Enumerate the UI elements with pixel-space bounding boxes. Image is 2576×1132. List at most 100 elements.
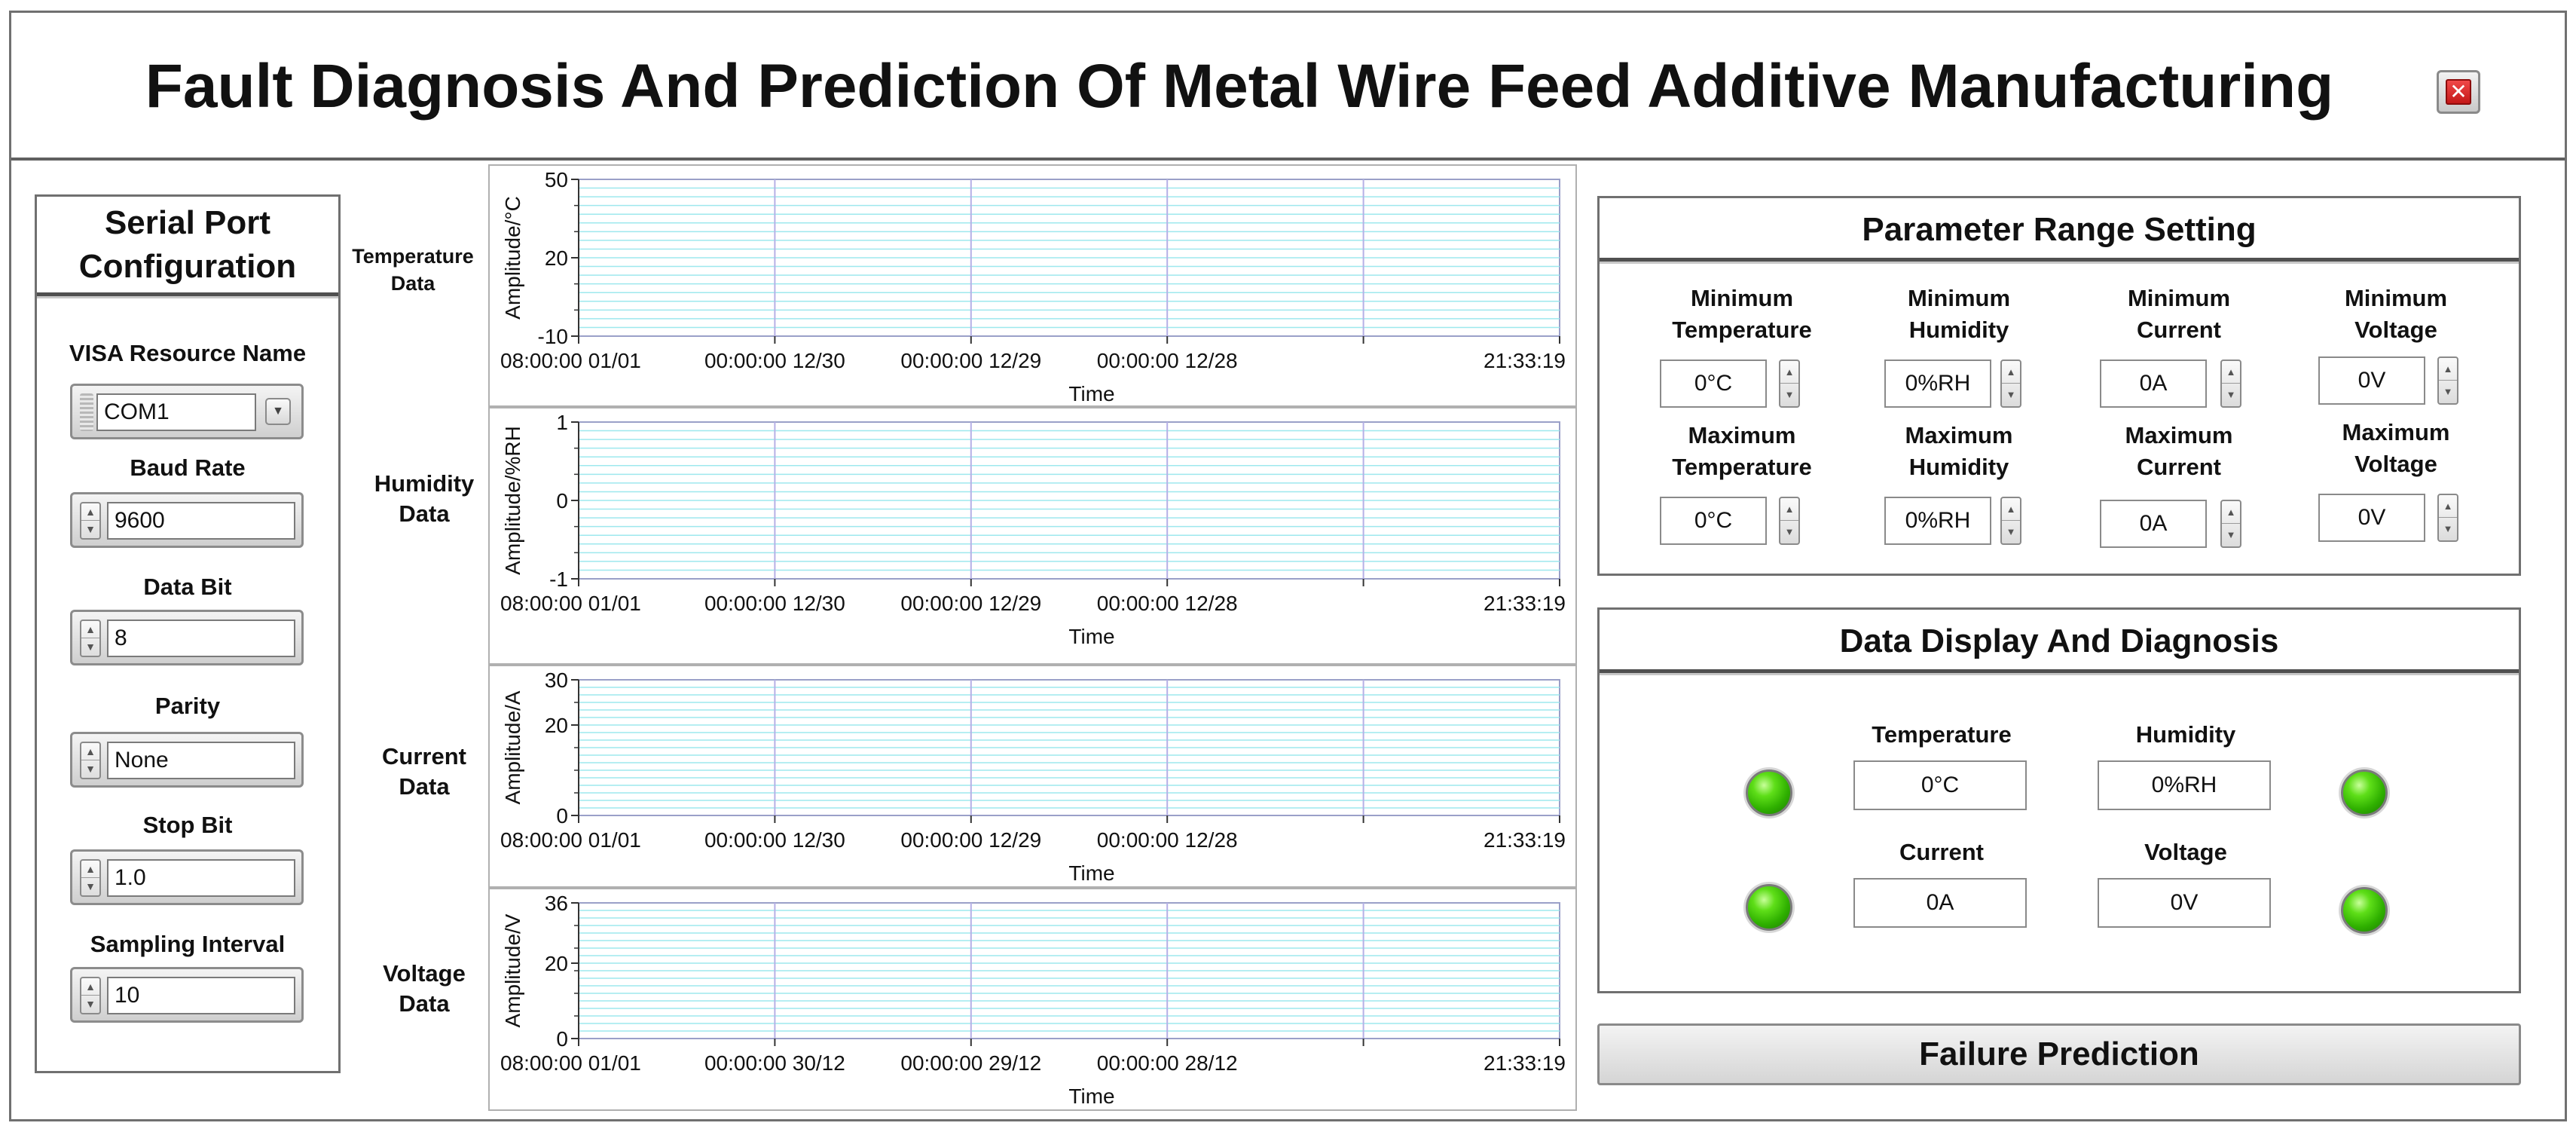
y-axis-title: Amplitude/A (501, 690, 524, 804)
max-humidity-stepper[interactable]: ▲ ▼ (2000, 497, 2021, 545)
temperature-chart-label: Temperature Data (352, 245, 474, 295)
max-current-input[interactable]: 0A (2100, 500, 2207, 548)
x-tick-label: 08:00:00 01/01 (500, 349, 641, 372)
increment-icon[interactable]: ▲ (2002, 498, 2020, 521)
max-humidity-input[interactable]: 0%RH (1884, 497, 1991, 545)
baud-rate-stepper[interactable]: ▲ ▼ (80, 502, 101, 540)
y-tick-label: 36 (545, 892, 568, 915)
visa-resource-select[interactable]: COM1 ▼ (70, 384, 304, 439)
decrement-icon[interactable]: ▼ (85, 998, 96, 1010)
decrement-icon[interactable]: ▼ (85, 880, 96, 892)
x-tick-label: 21:33:19 (1484, 349, 1566, 372)
stop-bit-control[interactable]: ▲ ▼ 1.0 (70, 849, 304, 905)
chevron-down-icon[interactable]: ▼ (265, 398, 291, 425)
current-chart-plot: 30 20 008:00:00 01/01 00:00:00 12/30 00:00:0… (500, 668, 1566, 885)
decrement-icon[interactable]: ▼ (2226, 529, 2236, 540)
increment-icon[interactable]: ▲ (81, 861, 99, 878)
failure-prediction-button[interactable]: Failure Prediction (1597, 1023, 2521, 1085)
min-temperature-label: Minimum Temperature (1672, 285, 1812, 343)
parity-stepper[interactable]: ▲ ▼ (80, 742, 101, 779)
stop-bit-input[interactable]: 1.0 (107, 859, 295, 897)
parity-control[interactable]: ▲ ▼ None (70, 732, 304, 788)
data-bit-input[interactable]: 8 (107, 620, 295, 657)
x-tick-label: 00:00:00 12/30 (704, 349, 845, 372)
increment-icon[interactable]: ▲ (81, 743, 99, 760)
increment-icon[interactable]: ▲ (2222, 501, 2240, 524)
decrement-icon[interactable]: ▼ (2443, 386, 2453, 397)
sampling-interval-stepper[interactable]: ▲ ▼ (80, 977, 101, 1014)
min-temperature-stepper[interactable]: ▲ ▼ (1779, 359, 1800, 408)
baud-rate-label: Baud Rate (130, 454, 246, 481)
sampling-interval-control[interactable]: ▲ ▼ 10 (70, 967, 304, 1023)
min-humidity-input[interactable]: 0%RH (1884, 359, 1991, 408)
humidity-chart-label: Humidity Data (374, 470, 475, 527)
increment-icon[interactable]: ▲ (81, 503, 99, 521)
y-tick-label: 30 (545, 668, 568, 692)
x-tick-label: 00:00:00 28/12 (1097, 1051, 1238, 1075)
current-chart: 30 20 0 08:00:00 01/01 00:00:00 12/30 00:00:0… (488, 665, 1577, 888)
decrement-icon[interactable]: ▼ (1784, 526, 1795, 537)
max-voltage-field: Maximum Voltage (2302, 417, 2490, 480)
baud-rate-control[interactable]: ▲ ▼ 9600 (70, 492, 304, 548)
min-current-stepper[interactable]: ▲ ▼ (2220, 359, 2241, 408)
serial-port-panel: Serial Port Configuration VISA Resource … (35, 194, 341, 1073)
increment-icon[interactable]: ▲ (81, 978, 99, 996)
parity-input[interactable]: None (107, 742, 295, 779)
x-axis-title: Time (1068, 861, 1114, 885)
y-tick-label: 0 (556, 489, 568, 512)
max-current-stepper[interactable]: ▲ ▼ (2220, 500, 2241, 548)
decrement-icon[interactable]: ▼ (2443, 523, 2453, 534)
data-bit-control[interactable]: ▲ ▼ 8 (70, 610, 304, 665)
x-tick-label: 00:00:00 30/12 (704, 1051, 845, 1075)
decrement-icon[interactable]: ▼ (2006, 389, 2016, 400)
min-temperature-input[interactable]: 0°C (1660, 359, 1767, 408)
sampling-interval-input[interactable]: 10 (107, 977, 295, 1014)
close-button[interactable]: ✕ (2437, 70, 2480, 114)
decrement-icon[interactable]: ▼ (85, 641, 96, 653)
visa-resource-label: VISA Resource Name (69, 340, 307, 366)
data-bit-stepper[interactable]: ▲ ▼ (80, 620, 101, 657)
visa-resource-value[interactable]: COM1 (96, 393, 256, 431)
min-current-input[interactable]: 0A (2100, 359, 2207, 408)
y-tick-label: -1 (549, 568, 568, 591)
y-axis-title: Amplitude/°C (501, 196, 524, 320)
min-voltage-field: Minimum Voltage (2302, 283, 2490, 346)
increment-icon[interactable]: ▲ (2439, 358, 2457, 381)
decrement-icon[interactable]: ▼ (85, 523, 96, 535)
min-voltage-stepper[interactable]: ▲ ▼ (2437, 356, 2458, 405)
baud-rate-input[interactable]: 9600 (107, 502, 295, 540)
increment-icon[interactable]: ▲ (81, 621, 99, 638)
increment-icon[interactable]: ▲ (1780, 361, 1798, 384)
decrement-icon[interactable]: ▼ (2006, 526, 2016, 537)
max-temperature-input[interactable]: 0°C (1660, 497, 1767, 545)
max-temperature-field: Maximum Temperature (1648, 420, 1836, 483)
increment-icon[interactable]: ▲ (2439, 495, 2457, 518)
voltage-chart-plot: 36 20 008:00:00 01/01 00:00:00 30/12 00:00:0… (500, 892, 1566, 1108)
app-title: Fault Diagnosis And Prediction Of Metal … (145, 52, 2334, 121)
decrement-icon[interactable]: ▼ (85, 763, 96, 775)
current-display-label: Current (1899, 839, 1984, 865)
voltage-display-value: 0V (2098, 878, 2271, 928)
decrement-icon[interactable]: ▼ (1784, 389, 1795, 400)
x-tick-label: 08:00:00 01/01 (500, 828, 641, 852)
voltage-status-led (2341, 887, 2388, 934)
increment-icon[interactable]: ▲ (1780, 498, 1798, 521)
current-chart-label: Current Data (382, 743, 466, 800)
increment-icon[interactable]: ▲ (2222, 361, 2240, 384)
x-tick-label: 21:33:19 (1484, 592, 1566, 615)
humidity-display-value: 0%RH (2098, 760, 2271, 810)
min-humidity-stepper[interactable]: ▲ ▼ (2000, 359, 2021, 408)
x-tick-label: 21:33:19 (1484, 1051, 1566, 1075)
decrement-icon[interactable]: ▼ (2226, 389, 2236, 400)
humidity-chart-plot: 1 0 -108:00:00 01/01 00:00:00 12/30 00:00:00… (500, 411, 1566, 648)
sampling-interval-label: Sampling Interval (90, 931, 286, 957)
increment-icon[interactable]: ▲ (2002, 361, 2020, 384)
max-temperature-stepper[interactable]: ▲ ▼ (1779, 497, 1800, 545)
x-tick-label: 08:00:00 01/01 (500, 1051, 641, 1075)
stop-bit-stepper[interactable]: ▲ ▼ (80, 859, 101, 897)
data-display-panel: Data Display And Diagnosis Temperature 0… (1597, 607, 2521, 993)
y-tick-label: 0 (556, 1027, 568, 1051)
min-voltage-input[interactable]: 0V (2318, 356, 2425, 405)
max-voltage-input[interactable]: 0V (2318, 494, 2425, 542)
max-voltage-stepper[interactable]: ▲ ▼ (2437, 494, 2458, 542)
